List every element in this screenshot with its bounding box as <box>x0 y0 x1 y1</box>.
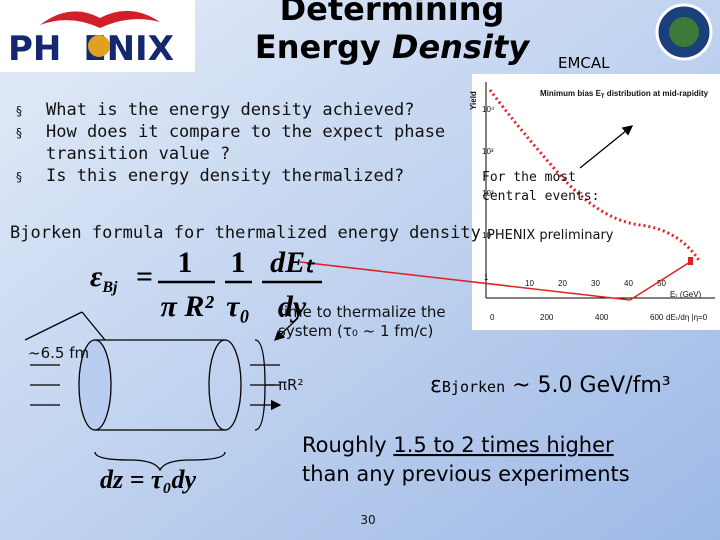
plot-highlight <box>688 257 693 265</box>
title-part: Energy <box>255 28 392 66</box>
plot-y-tick: 10⁴ <box>482 105 495 114</box>
arrow <box>579 125 634 169</box>
formula-label: Bjorken formula for thermalized energy d… <box>10 223 481 243</box>
bullet: How does it compare to the expect phase <box>46 122 445 142</box>
title-line1: Determining <box>280 0 505 28</box>
area-bracket <box>254 339 275 431</box>
bullet-marker: § <box>16 170 22 184</box>
size-label: ~6.5 fm <box>28 344 89 362</box>
plot-x-tick: 40 <box>624 279 633 288</box>
area-label: πR² <box>278 376 303 394</box>
logo-emblem <box>88 35 110 57</box>
flow-arrows <box>30 364 280 405</box>
cylinder <box>24 311 299 472</box>
plot-note: For the most <box>482 170 576 185</box>
plot-y-tick: 10 <box>482 231 491 240</box>
bullet: transition value ? <box>46 144 230 164</box>
plot-preliminary: PHENIX preliminary <box>487 228 614 243</box>
page-number: 30 <box>360 513 375 527</box>
plot-y-tick: 10² <box>482 189 494 198</box>
formula: εBj = 1 π R² 1 τ₀ dEₜ dy dz = τ₀dy <box>90 246 322 494</box>
time-note: time to thermalize the <box>278 303 446 321</box>
logo-bird <box>40 10 160 28</box>
plot-x-tick: 200 <box>540 313 554 322</box>
bullet-marker: § <box>16 126 22 140</box>
formula-part: ε <box>90 260 103 293</box>
formula-part: Bj <box>101 279 118 296</box>
dz-bracket <box>94 451 226 472</box>
logo-left: PH <box>8 29 61 69</box>
result-part: ε <box>430 373 442 398</box>
cylinder-end <box>78 339 112 431</box>
caption-part: T <box>601 94 605 100</box>
bullet: Is this energy density thermalized? <box>46 166 404 186</box>
result-part: Bjorken <box>442 378 505 396</box>
plot-y-label: Yield <box>469 91 478 110</box>
plot-x-tick: 50 <box>657 279 666 288</box>
connector <box>629 261 691 301</box>
plot: Yield Minimum bias ET distribution at mi… <box>469 74 720 330</box>
plot-x-label: Eₜ (GeV) <box>670 290 702 299</box>
result: εBjorken ~ 5.0 GeV/fm³ <box>430 373 671 398</box>
caption-part: Minimum bias E <box>540 89 602 98</box>
connector <box>299 261 631 301</box>
comparison: than any previous experiments <box>302 462 630 486</box>
plot-x-tick: 30 <box>591 279 600 288</box>
caption-part: distribution at mid-rapidity <box>605 89 709 98</box>
comparison: Roughly 1.5 to 2 times higher <box>302 433 614 457</box>
plot-x-tick: 10 <box>525 279 534 288</box>
plot-y-tick: 1 <box>484 273 489 282</box>
cylinder-end <box>208 339 242 431</box>
comparison-part: Roughly <box>302 433 393 457</box>
bullet: What is the energy density achieved? <box>46 100 414 120</box>
formula-lhs: εBj <box>90 260 118 296</box>
formula-num: 1 <box>178 246 193 279</box>
formula-eq: = <box>136 260 153 293</box>
time-note: system (τ₀ ~ 1 fm/c) <box>278 322 433 340</box>
emcal-label: EMCAL <box>558 54 610 72</box>
title-line2: Energy Density <box>255 28 530 66</box>
plot-x-tick: 400 <box>595 313 609 322</box>
formula2: dz = τ₀dy <box>100 465 197 494</box>
formula-den: dy <box>278 290 307 323</box>
bullet-list: § What is the energy density achieved? §… <box>16 100 445 186</box>
bullet-marker: § <box>16 104 22 118</box>
cylinder-edge <box>95 339 225 431</box>
plot-caption: Minimum bias ET distribution at mid-rapi… <box>540 89 709 100</box>
formula-den: π R² <box>161 290 215 323</box>
plot-bg <box>472 74 720 330</box>
formula-num: dEₜ <box>270 246 315 279</box>
plot-x-tick: 20 <box>558 279 567 288</box>
time-arrow <box>274 317 299 341</box>
size-pointer <box>24 311 106 341</box>
formula-num: 1 <box>231 246 246 279</box>
formula-den: τ₀ <box>226 290 250 323</box>
comparison-part: 1.5 to 2 times higher <box>393 433 614 457</box>
title-part: Density <box>392 28 530 66</box>
seal-inner <box>669 17 699 47</box>
plot-x-label: dEₜ/dη |η=0 <box>666 313 708 322</box>
plot-x-tick: 600 <box>650 313 664 322</box>
plot-y-tick: 10³ <box>482 147 494 156</box>
plot-x-tick: 0 <box>490 313 495 322</box>
plot-note: central events: <box>482 189 599 204</box>
result-part: ~ 5.0 GeV/fm³ <box>505 373 670 398</box>
